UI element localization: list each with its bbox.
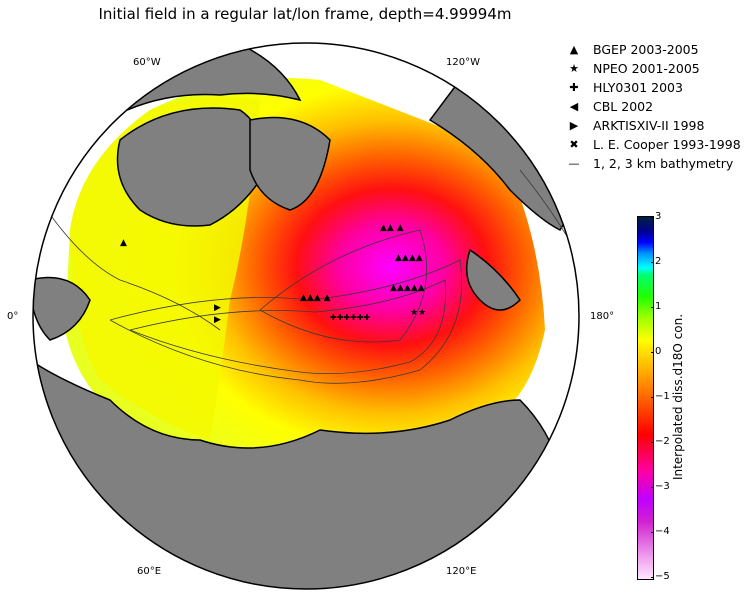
legend-label: NPEO 2001-2005 [593,61,700,76]
svg-text:▶: ▶ [214,315,221,325]
legend-label: CBL 2002 [593,99,654,114]
svg-text:✚✚✚✚✚✚: ✚✚✚✚✚✚ [330,313,371,322]
colorbar-tick: −2 [651,436,670,447]
legend-label: L. E. Cooper 1993-1998 [593,137,741,152]
meridian-label-120w: 120°W [446,57,480,68]
svg-text:▶: ▶ [214,303,221,313]
legend-item: ✚ HLY0301 2003 [560,78,741,97]
star-marker-icon: ★ [569,62,579,75]
colorbar [637,216,654,580]
legend-item: ★ NPEO 2001-2005 [560,59,741,78]
triangle-left-marker-icon: ◀ [569,100,579,113]
legend-item: ✖ L. E. Cooper 1993-1998 [560,135,741,154]
colorbar-tick: 1 [650,301,662,312]
colorbar-tick: −4 [651,526,670,537]
colorbar-tick: −1 [651,391,670,402]
meridian-label-60e: 60°E [137,566,162,577]
meridian-label-120e: 120°E [446,566,477,577]
svg-text:▲▲ ▲: ▲▲ ▲ [380,223,404,233]
triangle-right-marker-icon: ▶ [569,119,579,132]
meridian-label-180: 180° [590,311,615,322]
colorbar-tick: −5 [651,571,670,582]
greenland [116,107,264,227]
svg-text:▲▲▲▲▲: ▲▲▲▲▲ [390,283,425,293]
colorbar-tick: 0 [650,346,662,357]
map-legend: ▲ BGEP 2003-2005 ★ NPEO 2001-2005 ✚ HLY0… [560,40,741,173]
colorbar-tick: 2 [650,256,662,267]
line-marker-icon: — [568,157,580,170]
legend-item: — 1, 2, 3 km bathymetry [560,154,741,173]
svg-text:▲▲▲ ▲: ▲▲▲ ▲ [300,293,331,303]
colorbar-tick: −3 [651,481,670,492]
legend-label: BGEP 2003-2005 [593,42,699,57]
legend-item: ▶ ARKTISXIV-II 1998 [560,116,741,135]
legend-label: 1, 2, 3 km bathymetry [593,156,734,171]
meridian-label-0: 0° [7,311,19,322]
map-title: Initial field in a regular lat/lon frame… [98,5,512,23]
plus-marker-icon: ✚ [569,81,579,94]
triangle-up-marker-icon: ▲ [569,43,579,56]
legend-item: ◀ CBL 2002 [560,97,741,116]
svg-text:▲: ▲ [120,238,127,248]
svg-text:★★: ★★ [410,308,426,318]
colorbar-tick: 3 [650,211,662,222]
legend-label: ARKTISXIV-II 1998 [593,118,705,133]
legend-label: HLY0301 2003 [593,80,683,95]
colorbar-label: Interpolated diss.d18O con. [671,313,685,481]
svg-text:▲▲▲▲: ▲▲▲▲ [395,253,423,263]
legend-item: ▲ BGEP 2003-2005 [560,40,741,59]
meridian-label-60w: 60°W [133,57,161,68]
x-marker-icon: ✖ [569,138,579,151]
